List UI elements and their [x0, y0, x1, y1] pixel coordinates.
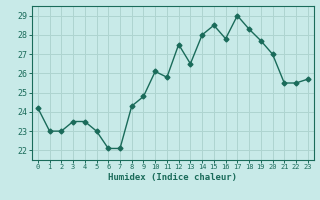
X-axis label: Humidex (Indice chaleur): Humidex (Indice chaleur) [108, 173, 237, 182]
